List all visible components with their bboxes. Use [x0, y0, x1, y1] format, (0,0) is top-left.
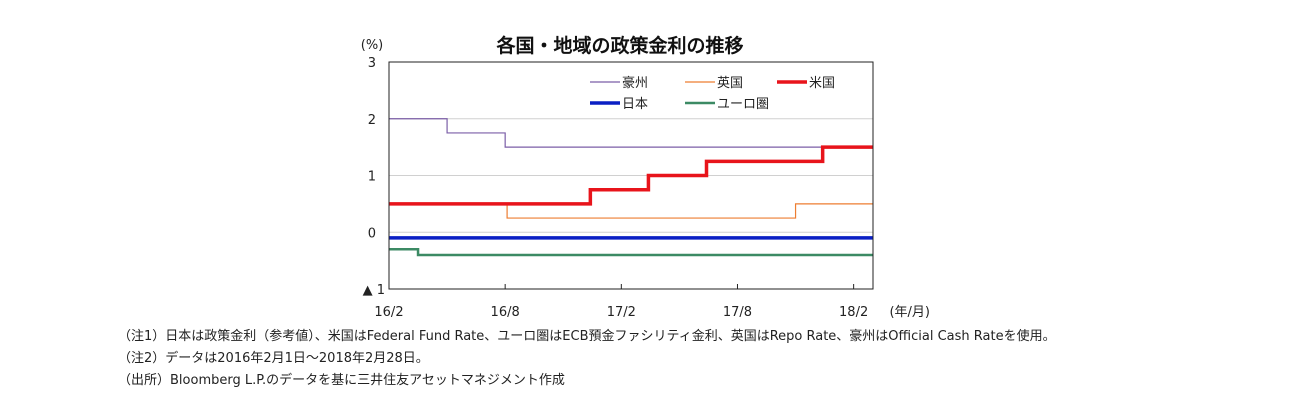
x-tick-label: 16/8: [491, 305, 520, 320]
series-line-豪州: [389, 118, 873, 148]
legend-label: 英国: [717, 76, 743, 91]
legend-label: 日本: [622, 97, 648, 112]
chart-title: 各国・地域の政策金利の推移: [495, 34, 743, 57]
note-1: （注1）日本は政策金利（参考値）、米国はFederal Fund Rate、ユー…: [118, 329, 1056, 344]
x-tick-label: 16/2: [374, 305, 403, 320]
legend-label: ユーロ圏: [717, 97, 769, 112]
y-tick-label: 3: [368, 56, 376, 71]
y-tick-label: 2: [368, 113, 376, 128]
series-line-米国: [389, 145, 873, 206]
y-tick-label: ▲ 1: [363, 283, 385, 298]
y-tick-label: 0: [368, 226, 376, 241]
note-2: （注2）データは2016年2月1日～2018年2月28日。: [118, 351, 429, 366]
plot-frame: [388, 61, 874, 290]
series-line-英国: [389, 203, 873, 219]
x-tick-label: 17/8: [723, 305, 752, 320]
legend-label: 米国: [809, 76, 835, 91]
note-source: （出所）Bloomberg L.P.のデータを基に三井住友アセットマネジメント作…: [118, 373, 565, 388]
y-axis-unit: (%): [361, 38, 384, 53]
legend-label: 豪州: [622, 75, 648, 91]
x-tick-label: 17/2: [607, 305, 636, 320]
x-tick-label: 18/2: [839, 305, 868, 320]
x-axis-unit: (年/月): [889, 305, 930, 320]
footnotes: （注1）日本は政策金利（参考値）、米国はFederal Fund Rate、ユー…: [118, 326, 1056, 392]
series-line-ユーロ圏: [389, 248, 873, 257]
y-tick-label: 1: [368, 170, 376, 185]
